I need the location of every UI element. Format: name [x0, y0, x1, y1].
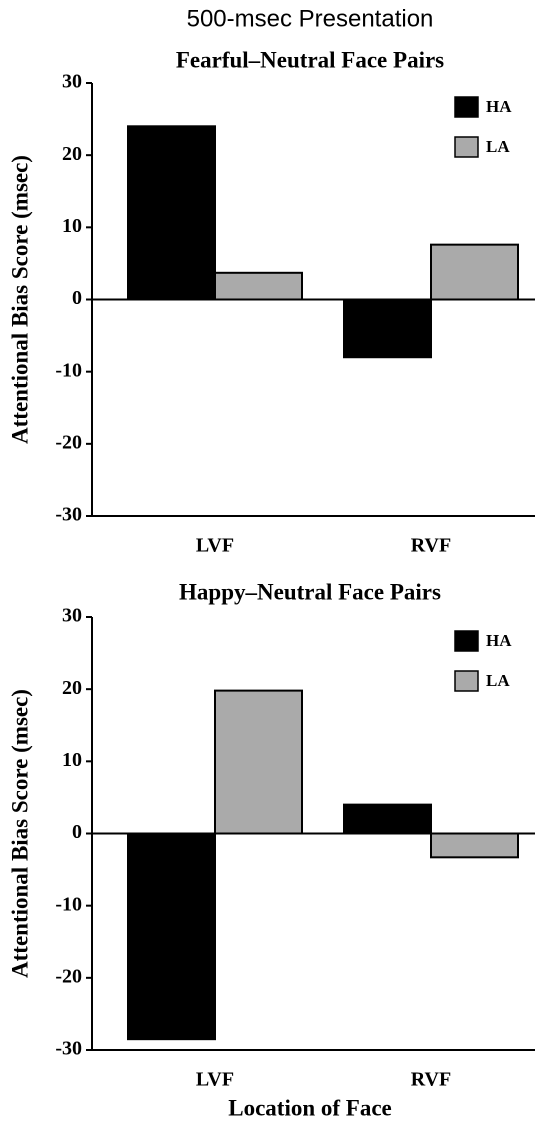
- legend-swatch: [454, 630, 479, 652]
- y-tick-label: 20: [62, 143, 82, 165]
- y-tick-label: 30: [62, 605, 82, 627]
- y-axis-label: Attentional Bias Score (msec): [7, 155, 32, 444]
- y-tick-label: 0: [72, 821, 82, 843]
- y-tick-label: -10: [55, 359, 82, 381]
- legend-label: LA: [486, 671, 510, 690]
- bar: [214, 689, 303, 835]
- legend-label: LA: [486, 137, 510, 156]
- y-tick-label: 10: [62, 215, 82, 237]
- legend-label: HA: [486, 97, 512, 116]
- y-tick-label: -30: [55, 1038, 82, 1060]
- bar: [430, 243, 519, 301]
- bar: [430, 832, 519, 859]
- bar: [343, 803, 432, 835]
- legend-label: HA: [486, 631, 512, 650]
- x-tick-label: LVF: [196, 535, 234, 557]
- y-axis-label: Attentional Bias Score (msec): [7, 689, 32, 978]
- y-tick-label: 10: [62, 749, 82, 771]
- x-tick-label: RVF: [411, 1069, 451, 1091]
- legend-swatch: [454, 670, 479, 692]
- legend-swatch: [454, 136, 479, 158]
- chart-title: Fearful–Neutral Face Pairs: [176, 47, 444, 72]
- bar: [127, 125, 216, 301]
- legend-swatch: [454, 96, 479, 118]
- y-tick-label: -20: [55, 965, 82, 987]
- x-tick-label: RVF: [411, 535, 451, 557]
- x-axis-label: Location of Face: [228, 1095, 392, 1120]
- chart-title: Happy–Neutral Face Pairs: [179, 579, 441, 604]
- bar: [127, 832, 216, 1041]
- y-tick-label: -10: [55, 893, 82, 915]
- y-tick-label: -20: [55, 431, 82, 453]
- y-tick-label: 30: [62, 71, 82, 93]
- bar: [343, 298, 432, 359]
- x-tick-label: LVF: [196, 1069, 234, 1091]
- y-tick-label: -30: [55, 504, 82, 526]
- y-tick-label: 20: [62, 677, 82, 699]
- bar: [214, 271, 303, 301]
- y-tick-label: 0: [72, 287, 82, 309]
- figure-title: 500-msec Presentation: [187, 5, 434, 32]
